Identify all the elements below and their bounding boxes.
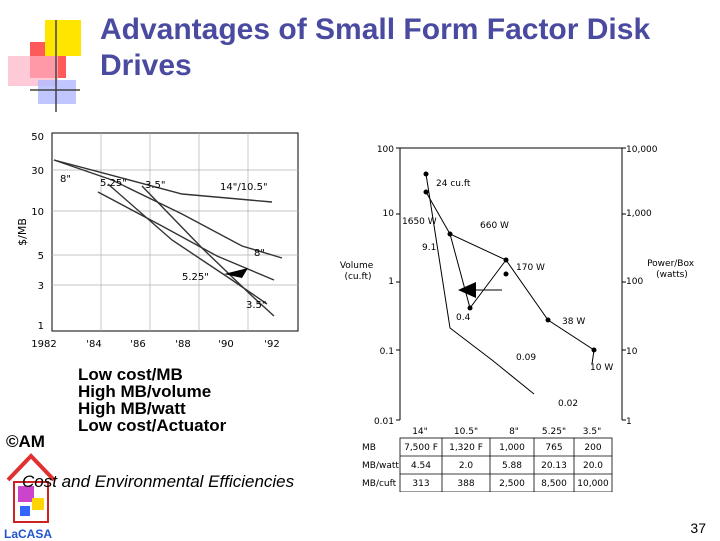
curve-label: 3.5" [246,300,267,311]
point-label: 9.1 [422,243,436,253]
curve-label: 3.5" [145,180,166,191]
left-chart: 50 30 10 5 3 1 1982 '84 '86 '88 '90 '92 … [12,128,312,354]
table-cell: 313 [412,479,429,489]
table-row-label: MB/cuft [362,479,397,489]
table-header-cell: 3.5" [583,427,601,437]
bullet-list: Low cost/MB High MB/volume High MB/watt … [78,366,226,434]
left-axis-tick: 1 [388,277,394,287]
x-tick: '86 [130,339,145,350]
page-number: 37 [690,520,706,536]
right-axis-title: Power/Box (watts) [647,259,697,280]
point-label: 1650 W [402,217,437,227]
bullet-item: High MB/volume [78,382,212,401]
y-tick: 3 [38,281,44,292]
point-label: 0.4 [456,313,471,323]
left-axis-title-line1: Volume [340,261,374,271]
bullet-item: Low cost/Actuator [78,416,227,435]
right-axis-title-line1: Power/Box [647,259,695,269]
curve-label: 5.25" [100,178,127,189]
curve-label: 14"/10.5" [220,182,268,193]
curve-label: 5.25" [182,272,209,283]
table-cell: 5.88 [502,461,522,471]
x-tick: '90 [218,339,233,350]
right-axis-tick: 1 [626,417,632,427]
right-axis-tick: 100 [626,277,643,287]
left-axis-tick: 100 [377,145,394,155]
table-cell: 10,000 [577,479,609,489]
y-tick: 5 [38,251,44,262]
table-cell: 765 [545,443,562,453]
table-cell: 1,320 F [449,443,483,453]
table-row-label: MB [362,443,376,453]
left-axis-title-line2: (cu.ft) [344,272,371,282]
table-row-label: MB/watt [362,461,399,471]
y-tick: 30 [31,166,44,177]
table-cell: 2.0 [459,461,474,471]
x-tick: '92 [264,339,279,350]
right-axis-tick: 10 [626,347,638,357]
table-cell: 1,000 [499,443,525,453]
y-tick: 1 [38,321,44,332]
copyright-mark: ©AM [6,432,45,451]
point-label: 24 cu.ft [436,179,471,189]
curve-label: 8" [60,174,71,185]
bullet-item: Low cost/MB [78,365,183,384]
table-cell: 20.0 [583,461,603,471]
table-cell: 388 [457,479,474,489]
right-axis-title-line2: (watts) [656,270,688,280]
right-axis-tick: 1,000 [626,209,652,219]
decorative-logo-graphic [8,20,81,112]
point-label: 660 W [480,221,509,231]
table-cell: 4.54 [411,461,431,471]
right-axis-tick: 10,000 [626,145,658,155]
curve-label: 8" [254,248,265,259]
table-cell: 8,500 [541,479,567,489]
slide-caption: Cost and Environmental Efficiencies [22,472,295,491]
slide-title: Advantages of Small Form Factor Disk Dri… [100,13,651,82]
point-label: 170 W [516,263,545,273]
table-cell: 7,500 F [404,443,438,453]
table-cell: 20.13 [541,461,567,471]
left-axis-tick: 0.1 [380,347,394,357]
left-axis-tick: 10 [383,209,395,219]
lacasa-logo-icon [6,453,56,523]
right-chart: 100 10 1 0.1 0.01 10,000 1,000 100 10 1 … [340,145,697,492]
point-label: 0.02 [558,399,578,409]
table-header-cell: 14" [412,427,428,437]
bullet-item: High MB/watt [78,399,186,418]
x-tick: '88 [175,339,190,350]
point-label: 38 W [562,317,585,327]
table-header-cell: 8" [509,427,519,437]
logo-text: LaCASA [4,527,53,541]
left-axis-title: Volume (cu.ft) [340,261,376,282]
table-header-cell: 5.25" [542,427,566,437]
y-axis-label: $/MB [16,218,29,246]
x-tick: 1982 [31,339,56,350]
table-cell: 200 [584,443,601,453]
table-cell: 2,500 [499,479,525,489]
table-header-cell: 10.5" [454,427,478,437]
y-tick: 50 [31,132,44,143]
point-label: 10 W [590,363,613,373]
x-tick: '84 [86,339,101,350]
y-tick: 10 [31,207,44,218]
left-axis-tick: 0.01 [374,417,394,427]
point-label: 0.09 [516,353,536,363]
